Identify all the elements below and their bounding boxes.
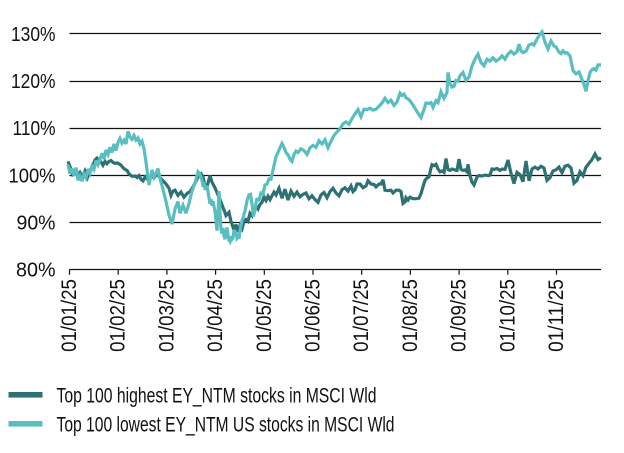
svg-text:01/02/25: 01/02/25 [107,279,130,352]
svg-text:01/09/25: 01/09/25 [448,279,471,352]
svg-text:01/03/25: 01/03/25 [155,279,178,352]
svg-text:120%: 120% [11,71,56,93]
svg-text:01/11/25: 01/11/25 [545,279,568,352]
svg-text:01/04/25: 01/04/25 [204,279,227,352]
svg-text:01/08/25: 01/08/25 [399,279,422,352]
svg-text:80%: 80% [16,260,56,282]
svg-text:Top 100 highest EY_NTM stocks: Top 100 highest EY_NTM stocks in MSCI Wl… [57,384,377,407]
svg-text:01/10/25: 01/10/25 [496,279,519,352]
svg-text:110%: 110% [13,118,56,140]
svg-text:01/01/25: 01/01/25 [58,279,81,352]
svg-text:90%: 90% [17,212,56,234]
svg-text:01/06/25: 01/06/25 [302,279,325,352]
svg-text:01/07/25: 01/07/25 [350,279,373,352]
svg-text:100%: 100% [9,165,56,187]
svg-text:Top 100 lowest EY_NTM US stock: Top 100 lowest EY_NTM US stocks in MSCI … [57,413,395,436]
svg-text:01/05/25: 01/05/25 [253,279,276,352]
svg-text:130%: 130% [11,24,56,46]
